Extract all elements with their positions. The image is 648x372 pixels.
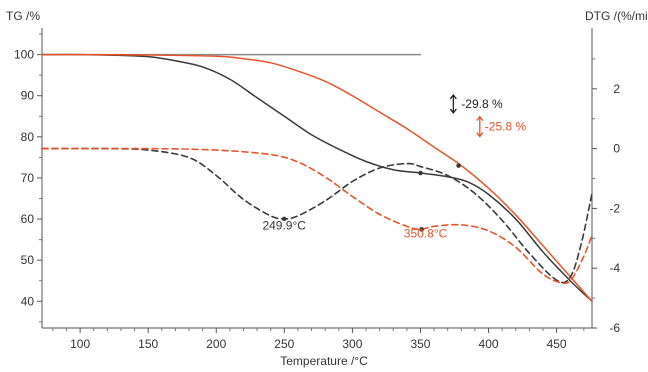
series-layer [41, 53, 593, 303]
x-tick-label: 200 [206, 337, 226, 351]
x-axis-title: Temperature /°C [280, 354, 368, 368]
mass-loss-arrow-orange-head-up [476, 115, 484, 121]
markers-layer [281, 163, 461, 232]
y-left-tick-label: 50 [21, 253, 35, 267]
y-right-tick-label: -6 [609, 321, 620, 335]
y-axis-right-title: DTG /(%/min) [585, 9, 648, 23]
series-line-tg-orange [41, 53, 593, 303]
series-line-dtg-black [41, 147, 593, 284]
y-left-tick-label: 70 [21, 171, 35, 185]
mass-loss-label-orange: -25.8 % [485, 120, 527, 134]
x-tick-label: 400 [479, 337, 499, 351]
y-left-tick-label: 60 [21, 212, 35, 226]
y-right-tick-label: 0 [613, 142, 620, 156]
x-tick-label: 300 [342, 337, 362, 351]
y-left-tick-label: 40 [21, 294, 35, 308]
data-point-marker [418, 170, 423, 176]
series-line-dtg-orange [41, 147, 593, 285]
y-left-tick-label: 100 [14, 48, 34, 62]
y-right-tick-label: 2 [613, 82, 620, 96]
dtg-peak-label-orange: 350.8°C [404, 227, 448, 241]
x-tick-label: 150 [138, 337, 158, 351]
dtg-peak-label-black: 249.9°C [262, 218, 306, 232]
data-point-marker [281, 216, 287, 222]
series-line-tg-black [41, 53, 593, 303]
y-left-tick-label: 90 [21, 89, 35, 103]
data-point-marker [456, 163, 461, 168]
y-right-tick-label: -4 [609, 261, 620, 275]
data-point-marker [419, 227, 424, 232]
mass-loss-arrow-black-head-up [449, 93, 457, 100]
x-tick-label: 350 [410, 337, 430, 351]
mass-loss-annotation-orange: -25.8 % [476, 115, 527, 138]
mass-loss-arrow-orange-head-down [476, 132, 484, 138]
x-tick-label: 250 [274, 337, 294, 351]
mass-loss-label-black: -29.8 % [461, 97, 503, 111]
y-axis-left-title: TG /% [6, 9, 40, 23]
mass-loss-annotation-black: -29.8 % [449, 93, 503, 115]
x-tick-label: 450 [547, 337, 567, 351]
axes-layer: 100 150 200 250 300 350 400 450 40 50 60 70 80 90 100 -… [14, 28, 620, 351]
y-right-tick-label: -2 [609, 201, 620, 215]
mass-loss-arrow-black-head-down [449, 108, 457, 115]
y-left-tick-label: 80 [21, 130, 35, 144]
x-tick-label: 100 [70, 337, 90, 351]
